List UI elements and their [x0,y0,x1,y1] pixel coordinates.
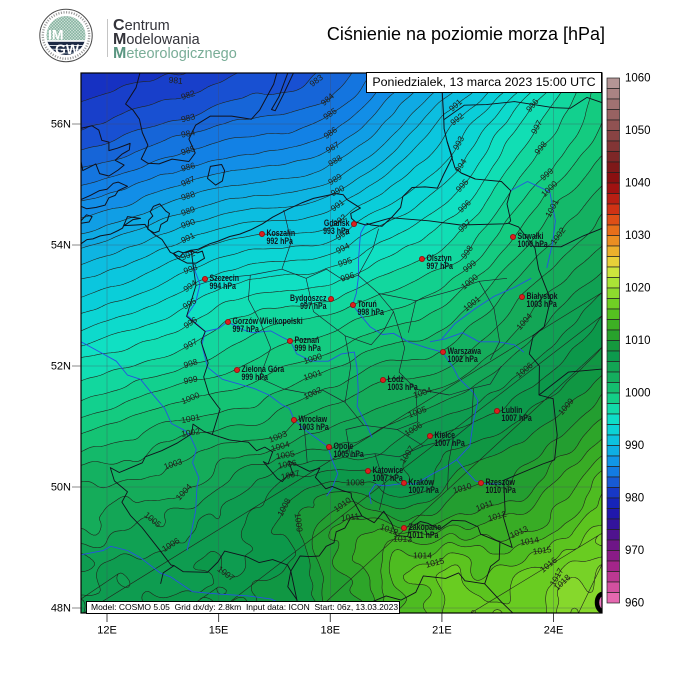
svg-text:995: 995 [337,255,354,269]
svg-text:998: 998 [182,356,199,370]
svg-text:Rzeszów: Rzeszów [486,477,516,487]
svg-text:Poznań: Poznań [295,335,320,345]
svg-text:988: 988 [180,189,197,203]
svg-text:1020: 1020 [625,283,651,295]
svg-text:1008: 1008 [346,477,365,487]
svg-text:1007 hPa: 1007 hPa [409,485,440,495]
svg-text:1009: 1009 [293,513,305,533]
svg-text:989: 989 [180,204,197,218]
svg-text:1003 hPa: 1003 hPa [388,382,419,392]
svg-text:1003 hPa: 1003 hPa [299,422,330,432]
svg-text:Białystok: Białystok [527,291,558,301]
svg-text:18E: 18E [321,625,341,637]
svg-text:982: 982 [180,88,197,102]
svg-text:15E: 15E [209,625,229,637]
svg-text:1005 hPa: 1005 hPa [334,449,365,459]
svg-text:970: 970 [625,545,644,557]
svg-text:1006: 1006 [277,457,298,470]
svg-text:997 hPa: 997 hPa [427,261,454,271]
svg-text:1050: 1050 [625,125,651,137]
svg-text:993 hPa: 993 hPa [323,226,350,236]
svg-text:996: 996 [339,270,356,284]
svg-text:986: 986 [180,160,197,174]
svg-text:985: 985 [180,143,197,157]
svg-text:Kraków: Kraków [409,477,435,487]
svg-text:997 hPa: 997 hPa [300,301,327,311]
svg-text:997 hPa: 997 hPa [233,324,260,334]
svg-text:998 hPa: 998 hPa [358,307,385,317]
svg-text:Kielce: Kielce [435,430,456,440]
svg-text:981: 981 [168,75,183,87]
svg-text:Bydgoszcz: Bydgoszcz [290,293,326,303]
svg-text:1007 hPa: 1007 hPa [435,438,466,448]
svg-text:1007 hPa: 1007 hPa [373,473,404,483]
svg-text:1005: 1005 [275,448,296,461]
svg-text:1014: 1014 [519,534,540,547]
svg-text:1000 hPa: 1000 hPa [518,239,549,249]
svg-text:1007: 1007 [280,468,301,482]
svg-text:983: 983 [180,111,196,124]
svg-text:Lublin: Lublin [502,405,523,415]
svg-text:Zielona Góra: Zielona Góra [242,364,285,374]
svg-text:Szczecin: Szczecin [210,273,239,283]
svg-text:GW: GW [55,41,80,57]
svg-text:999 hPa: 999 hPa [295,343,322,353]
svg-text:992 hPa: 992 hPa [267,236,294,246]
svg-text:1010 hPa: 1010 hPa [486,485,517,495]
svg-text:999 hPa: 999 hPa [242,372,269,382]
svg-text:1003 hPa: 1003 hPa [527,299,558,309]
svg-text:992: 992 [180,248,197,263]
svg-text:990: 990 [625,440,644,452]
svg-text:1002: 1002 [180,426,201,439]
svg-text:54N: 54N [51,239,71,251]
svg-text:Toruń: Toruń [358,299,377,309]
svg-text:1013: 1013 [393,533,413,544]
svg-text:Gorzów Wielkopolski: Gorzów Wielkopolski [233,316,303,326]
svg-text:Warszawa: Warszawa [448,346,482,356]
svg-text:1060: 1060 [625,73,651,85]
svg-text:1002 hPa: 1002 hPa [448,354,479,364]
svg-text:984: 984 [180,127,196,139]
svg-text:960: 960 [625,598,644,610]
svg-text:980: 980 [625,493,644,505]
svg-text:52N: 52N [51,360,71,372]
svg-text:994 hPa: 994 hPa [210,281,237,291]
svg-text:1040: 1040 [625,178,651,190]
svg-text:Gdańsk: Gdańsk [324,218,350,228]
svg-text:Koszalin: Koszalin [267,228,296,238]
svg-text:Wrocław: Wrocław [299,414,328,424]
svg-text:1015: 1015 [424,555,445,569]
svg-text:1015: 1015 [532,544,552,556]
svg-text:Olsztyn: Olsztyn [427,253,452,263]
svg-text:48N: 48N [51,602,71,614]
svg-text:24E: 24E [544,625,564,637]
svg-text:56N: 56N [51,118,71,130]
svg-text:1007 hPa: 1007 hPa [502,413,533,423]
svg-text:1000: 1000 [625,388,651,400]
svg-text:IM: IM [48,27,64,43]
svg-text:1010: 1010 [625,335,651,347]
svg-text:Katowice: Katowice [373,465,404,475]
svg-text:Suwałki: Suwałki [518,231,544,241]
svg-text:999: 999 [183,373,199,386]
svg-text:12E: 12E [97,625,117,637]
svg-text:1030: 1030 [625,230,651,242]
svg-text:21E: 21E [432,625,452,637]
svg-text:993: 993 [182,262,199,276]
svg-text:1011 hPa: 1011 hPa [409,530,439,540]
svg-text:990: 990 [180,216,197,230]
svg-text:1014: 1014 [413,550,432,560]
svg-text:Zakopane: Zakopane [409,522,442,532]
svg-text:50N: 50N [51,481,71,493]
svg-text:Łódź: Łódź [388,374,404,384]
svg-text:1011: 1011 [340,511,360,523]
svg-text:Opole: Opole [334,441,354,451]
svg-text:1001: 1001 [180,412,201,426]
